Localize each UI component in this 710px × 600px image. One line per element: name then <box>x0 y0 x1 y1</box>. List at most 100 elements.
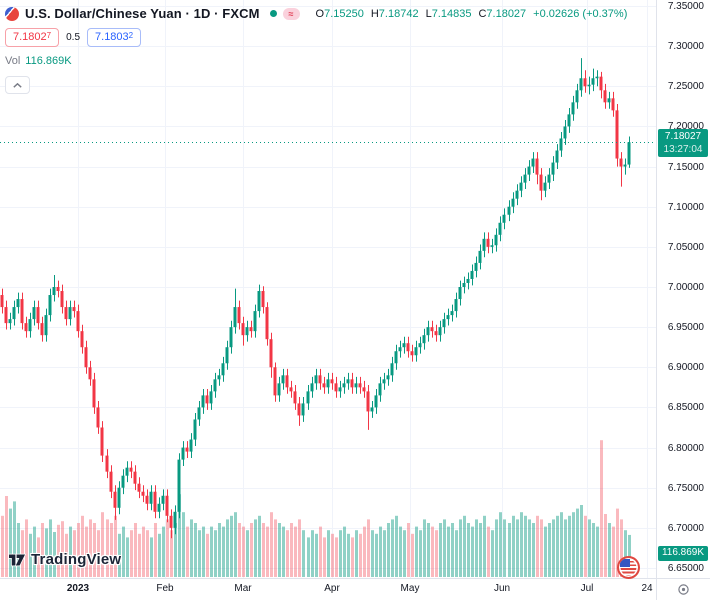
candle-body <box>507 206 511 215</box>
market-open-dot-icon[interactable] <box>269 10 277 17</box>
volume-bar <box>29 533 32 577</box>
volume-bar <box>61 521 64 577</box>
tradingview-logo[interactable]: TradingView <box>8 551 121 568</box>
candle-body <box>603 90 607 103</box>
volume-bar <box>491 530 494 577</box>
candle-body <box>310 383 314 392</box>
ask-sup-digit: 2 <box>128 31 134 40</box>
candle-body <box>197 407 201 420</box>
candle-body <box>169 515 173 528</box>
volume-bar <box>290 523 293 577</box>
volume-bar <box>41 523 44 577</box>
volume-bar <box>106 519 109 577</box>
volume-bar <box>419 530 422 577</box>
price-tick-label: 7.00000 <box>667 282 704 293</box>
volume-bar <box>93 523 96 577</box>
volume-bar <box>471 526 474 577</box>
candle-body <box>454 299 458 312</box>
candle-body <box>253 311 257 332</box>
candle-body <box>354 383 358 388</box>
candle-body <box>149 491 153 504</box>
volume-bar <box>568 515 571 577</box>
candle-body <box>181 447 185 460</box>
candle-body <box>330 379 334 384</box>
volume-bar <box>150 537 153 577</box>
delayed-data-icon[interactable]: ≈ <box>282 7 300 20</box>
volume-bar <box>411 533 414 577</box>
candle-body <box>314 375 318 384</box>
volume-bar <box>572 512 575 577</box>
ask-price-button[interactable]: 7.18032 <box>87 28 142 47</box>
chart-legend: U.S. Dollar/Chinese Yuan · 1D · FXCM ≈ O… <box>5 5 627 94</box>
candle-body <box>410 351 414 356</box>
price-tick-label: 7.35000 <box>667 1 704 12</box>
bid-price-button[interactable]: 7.18027 <box>5 28 60 47</box>
candle-body <box>466 278 470 283</box>
time-tick-label: Feb <box>156 583 174 594</box>
price-chart-pane[interactable] <box>0 0 656 578</box>
candle-body <box>458 287 462 300</box>
time-axis[interactable]: 2023 Feb Mar Apr May Jun Jul 24 <box>0 579 656 600</box>
volume-bar <box>17 523 20 577</box>
candle-body <box>48 295 52 316</box>
volume-bar <box>49 519 52 577</box>
candle-body <box>68 307 72 320</box>
candle-body <box>374 395 378 408</box>
volume-bar <box>278 523 281 577</box>
candle-body <box>20 299 24 324</box>
time-tick-label: Jul <box>580 583 594 594</box>
volume-bar <box>214 530 217 577</box>
candle-body <box>129 467 133 472</box>
ask-price: 7.1803 <box>95 31 129 43</box>
axis-settings-icon[interactable] <box>677 583 690 596</box>
volume-bar <box>114 515 117 577</box>
volume-bar <box>142 526 145 577</box>
provider-flag-logo-icon[interactable] <box>617 556 640 579</box>
volume-bar <box>77 523 80 577</box>
volume-bar <box>266 526 269 577</box>
volume-bar <box>162 526 165 577</box>
low-value: 7.14835 <box>431 7 472 20</box>
volume-bar <box>495 519 498 577</box>
symbol-title[interactable]: U.S. Dollar/Chinese Yuan · 1D · FXCM <box>25 6 260 21</box>
tradingview-logo-text: TradingView <box>31 551 122 568</box>
high-value: 7.18742 <box>378 7 419 20</box>
candle-body <box>555 150 559 163</box>
candle-body <box>370 407 374 412</box>
candle-body <box>402 343 406 348</box>
candle-body <box>241 323 245 336</box>
candle-body <box>133 471 137 484</box>
volume-bar <box>323 537 326 577</box>
price-axis[interactable]: 7.18027 13:27:04 116.869K 7.35000 7.30000… <box>657 0 710 578</box>
candle-body <box>16 299 20 308</box>
volume-badge: 116.869K <box>658 546 708 561</box>
volume-bar <box>383 530 386 577</box>
candle-body <box>273 367 277 396</box>
candle-body <box>189 439 193 452</box>
candle-body <box>237 307 241 324</box>
volume-bar <box>158 533 161 577</box>
open-label: O <box>315 7 325 20</box>
volume-bar <box>327 530 330 577</box>
volume-bar <box>503 519 506 577</box>
volume-bar <box>298 519 301 577</box>
volume-bar <box>520 512 523 577</box>
legend-collapse-button[interactable] <box>5 76 30 94</box>
candle-body <box>56 287 60 292</box>
candle-body <box>125 467 129 476</box>
volume-bar <box>451 523 454 577</box>
volume-bar <box>134 523 137 577</box>
volume-bar <box>371 530 374 577</box>
candle-body <box>80 331 84 348</box>
candle-body <box>559 138 563 151</box>
candle-body <box>418 343 422 348</box>
volume-bar <box>258 515 261 577</box>
volume-bar <box>335 537 338 577</box>
volume-bar <box>487 526 490 577</box>
bid-sup-digit: 7 <box>46 31 52 40</box>
candle-body <box>105 455 109 472</box>
volume-bar <box>186 526 189 577</box>
volume-bar <box>246 530 249 577</box>
volume-bar <box>508 523 511 577</box>
candle-body <box>193 419 197 440</box>
